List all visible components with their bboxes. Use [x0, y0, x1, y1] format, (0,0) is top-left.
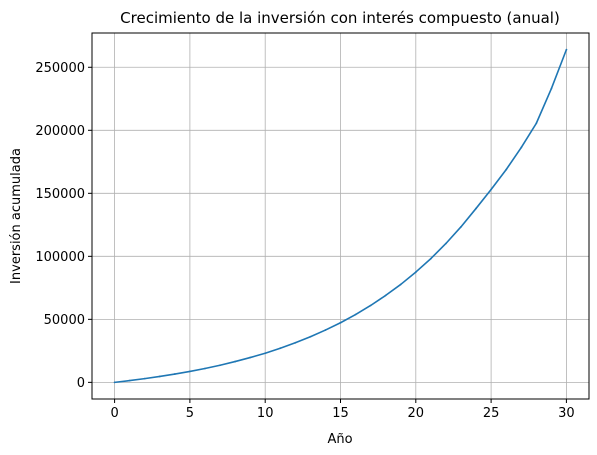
data-point: [339, 321, 342, 324]
y-axis-label: Inversión acumulada: [9, 148, 24, 284]
data-point: [158, 375, 161, 378]
data-point: [309, 335, 312, 338]
data-point: [505, 168, 508, 171]
y-tick-label: 100000: [35, 250, 85, 265]
data-point: [234, 360, 236, 363]
data-point: [535, 122, 538, 125]
data-point: [565, 48, 568, 51]
x-axis-label: Año: [327, 432, 352, 447]
y-tick-label: 150000: [35, 187, 85, 202]
data-point: [550, 87, 553, 90]
data-point: [173, 373, 176, 375]
y-tick-label: 250000: [35, 61, 85, 76]
y-tick-label: 200000: [35, 124, 85, 139]
data-point: [399, 283, 402, 286]
data-point: [279, 347, 282, 350]
data-point: [324, 329, 327, 331]
x-tick-label: 20: [408, 406, 425, 421]
data-point: [384, 294, 387, 297]
data-point: [520, 146, 523, 149]
data-point: [249, 356, 252, 359]
data-point: [128, 379, 131, 382]
data-point: [429, 257, 432, 260]
data-point: [414, 271, 417, 273]
x-tick-label: 10: [257, 406, 274, 421]
data-point: [219, 364, 221, 367]
data-series: [113, 48, 568, 384]
data-point: [354, 313, 357, 316]
data-point: [113, 381, 116, 384]
data-point: [490, 188, 493, 191]
x-tick-label: 5: [186, 406, 194, 421]
x-tick-label: 25: [483, 406, 500, 421]
chart-title: Crecimiento de la inversión con interés …: [120, 9, 560, 27]
data-point: [188, 370, 191, 373]
data-point: [204, 367, 206, 370]
x-tick-label: 30: [558, 406, 575, 421]
x-tick-label: 15: [332, 406, 349, 421]
data-point: [369, 304, 372, 307]
x-tick-label: 0: [110, 406, 118, 421]
data-point: [294, 341, 297, 344]
axis-ticks: 0 5 10 15 20 25 30 0 50000 100000 150000 200000 2500…: [35, 61, 574, 421]
data-point: [143, 377, 146, 380]
y-tick-label: 50000: [44, 313, 85, 328]
y-tick-label: 0: [77, 376, 85, 391]
plot-frame: [91, 32, 590, 400]
data-point: [445, 242, 447, 245]
grid-lines: [92, 33, 589, 399]
data-point: [475, 207, 477, 210]
data-point: [460, 225, 462, 228]
data-point: [264, 352, 267, 355]
